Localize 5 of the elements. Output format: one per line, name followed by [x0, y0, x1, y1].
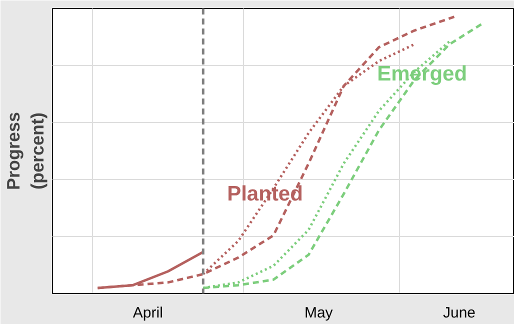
annotation: Planted	[227, 182, 303, 206]
x-tick-label: April	[132, 304, 163, 322]
x-tick-label: June	[442, 304, 476, 322]
x-tick-label: May	[304, 304, 334, 322]
y-axis-title: Progress (percent)	[4, 112, 48, 190]
